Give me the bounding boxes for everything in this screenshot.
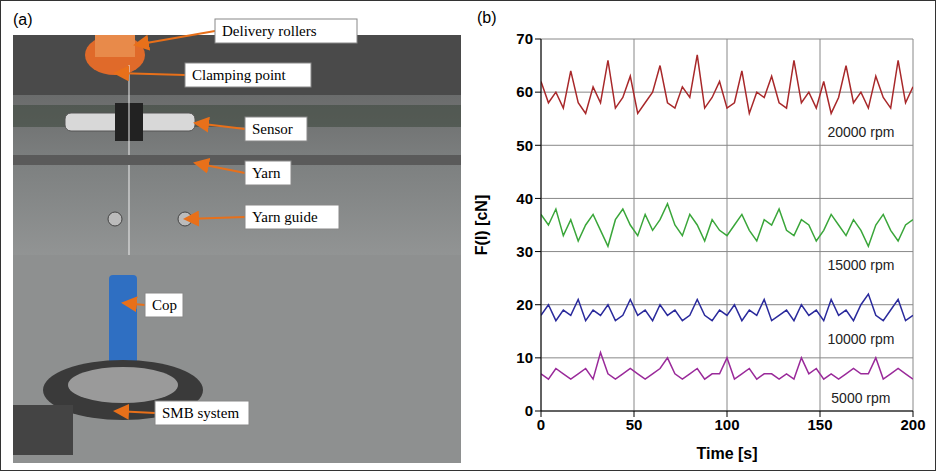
svg-text:20: 20 [516,296,533,313]
svg-text:SMB system: SMB system [162,405,239,421]
svg-text:0: 0 [525,402,533,419]
svg-text:Clamping point: Clamping point [192,67,287,83]
svg-text:10000 rpm: 10000 rpm [827,331,894,347]
svg-text:50: 50 [626,416,643,433]
svg-text:15000 rpm: 15000 rpm [827,257,894,273]
svg-text:50: 50 [516,137,533,154]
svg-text:Time [s]: Time [s] [696,445,757,462]
svg-text:Sensor: Sensor [252,121,293,137]
svg-text:Yarn: Yarn [252,165,281,181]
svg-text:5000 rpm: 5000 rpm [831,390,890,406]
html-text:(b): (b) [477,9,497,26]
svg-text:F(l) [cN]: F(l) [cN] [473,195,490,255]
svg-text:60: 60 [516,83,533,100]
svg-text:20000 rpm: 20000 rpm [827,124,894,140]
svg-text:Delivery rollers: Delivery rollers [222,23,317,39]
svg-text:150: 150 [807,416,832,433]
svg-text:30: 30 [516,243,533,260]
svg-text:0: 0 [537,416,545,433]
svg-text:200: 200 [900,416,925,433]
svg-text:10: 10 [516,349,533,366]
svg-text:70: 70 [516,30,533,47]
svg-text:(a): (a) [13,11,33,28]
svg-text:Cop: Cop [152,297,177,313]
svg-text:100: 100 [714,416,739,433]
svg-text:40: 40 [516,190,533,207]
svg-text:Yarn guide: Yarn guide [252,209,318,225]
